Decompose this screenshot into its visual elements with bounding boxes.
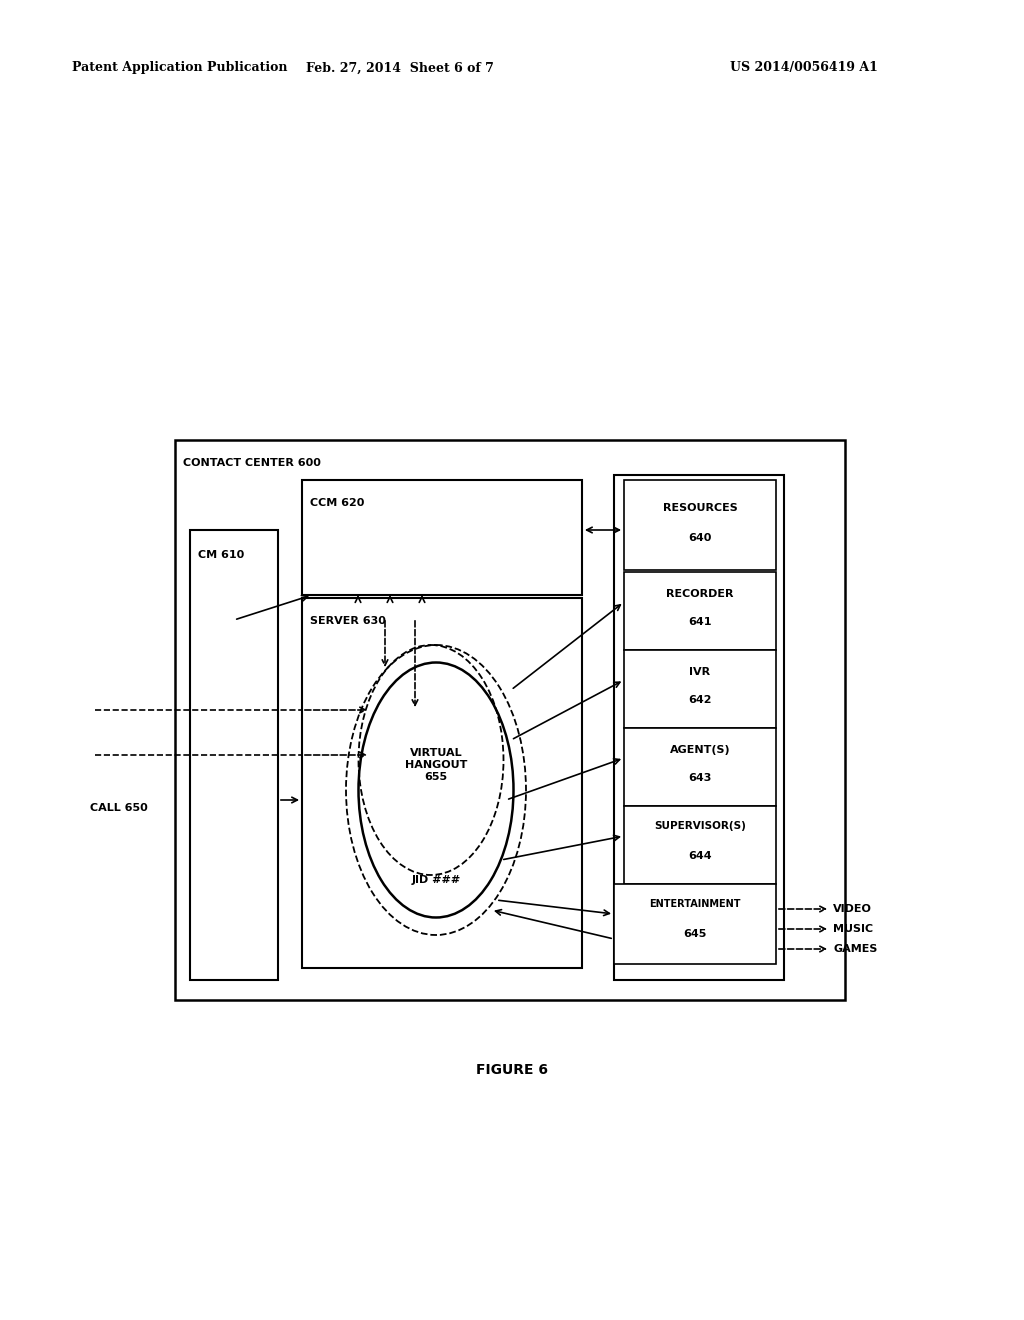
Text: FIGURE 6: FIGURE 6 bbox=[476, 1063, 548, 1077]
Bar bbox=[302, 598, 582, 968]
Bar bbox=[624, 480, 776, 570]
Bar bbox=[614, 475, 784, 979]
Bar bbox=[624, 572, 776, 649]
Text: JID ###: JID ### bbox=[412, 875, 461, 884]
Text: 645: 645 bbox=[683, 929, 707, 939]
Text: CALL 650: CALL 650 bbox=[90, 803, 147, 813]
Text: Feb. 27, 2014  Sheet 6 of 7: Feb. 27, 2014 Sheet 6 of 7 bbox=[306, 62, 494, 74]
Bar bbox=[302, 480, 582, 595]
Bar bbox=[624, 729, 776, 807]
Text: US 2014/0056419 A1: US 2014/0056419 A1 bbox=[730, 62, 878, 74]
Text: VIRTUAL
HANGOUT
655: VIRTUAL HANGOUT 655 bbox=[404, 748, 467, 781]
Text: ENTERTAINMENT: ENTERTAINMENT bbox=[649, 899, 740, 909]
Bar bbox=[624, 807, 776, 884]
Text: CONTACT CENTER 600: CONTACT CENTER 600 bbox=[183, 458, 321, 469]
Text: 641: 641 bbox=[688, 616, 712, 627]
Text: MUSIC: MUSIC bbox=[833, 924, 873, 935]
Text: Patent Application Publication: Patent Application Publication bbox=[72, 62, 288, 74]
Text: RECORDER: RECORDER bbox=[667, 589, 734, 599]
Bar bbox=[614, 884, 776, 964]
Text: IVR: IVR bbox=[689, 667, 711, 677]
Text: SERVER 630: SERVER 630 bbox=[310, 616, 386, 626]
Text: 644: 644 bbox=[688, 851, 712, 861]
Text: RESOURCES: RESOURCES bbox=[663, 503, 737, 513]
Text: 642: 642 bbox=[688, 696, 712, 705]
Text: VIDEO: VIDEO bbox=[833, 904, 871, 913]
Text: 643: 643 bbox=[688, 774, 712, 783]
Bar bbox=[190, 531, 278, 979]
Text: 640: 640 bbox=[688, 533, 712, 543]
Bar bbox=[624, 649, 776, 729]
Text: AGENT(S): AGENT(S) bbox=[670, 744, 730, 755]
Bar bbox=[175, 440, 845, 1001]
Text: GAMES: GAMES bbox=[833, 944, 878, 954]
Text: CCM 620: CCM 620 bbox=[310, 498, 365, 508]
Text: CM 610: CM 610 bbox=[198, 550, 245, 560]
Text: SUPERVISOR(S): SUPERVISOR(S) bbox=[654, 821, 745, 832]
